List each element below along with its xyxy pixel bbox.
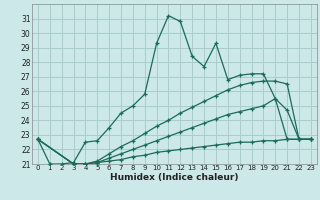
X-axis label: Humidex (Indice chaleur): Humidex (Indice chaleur): [110, 173, 239, 182]
